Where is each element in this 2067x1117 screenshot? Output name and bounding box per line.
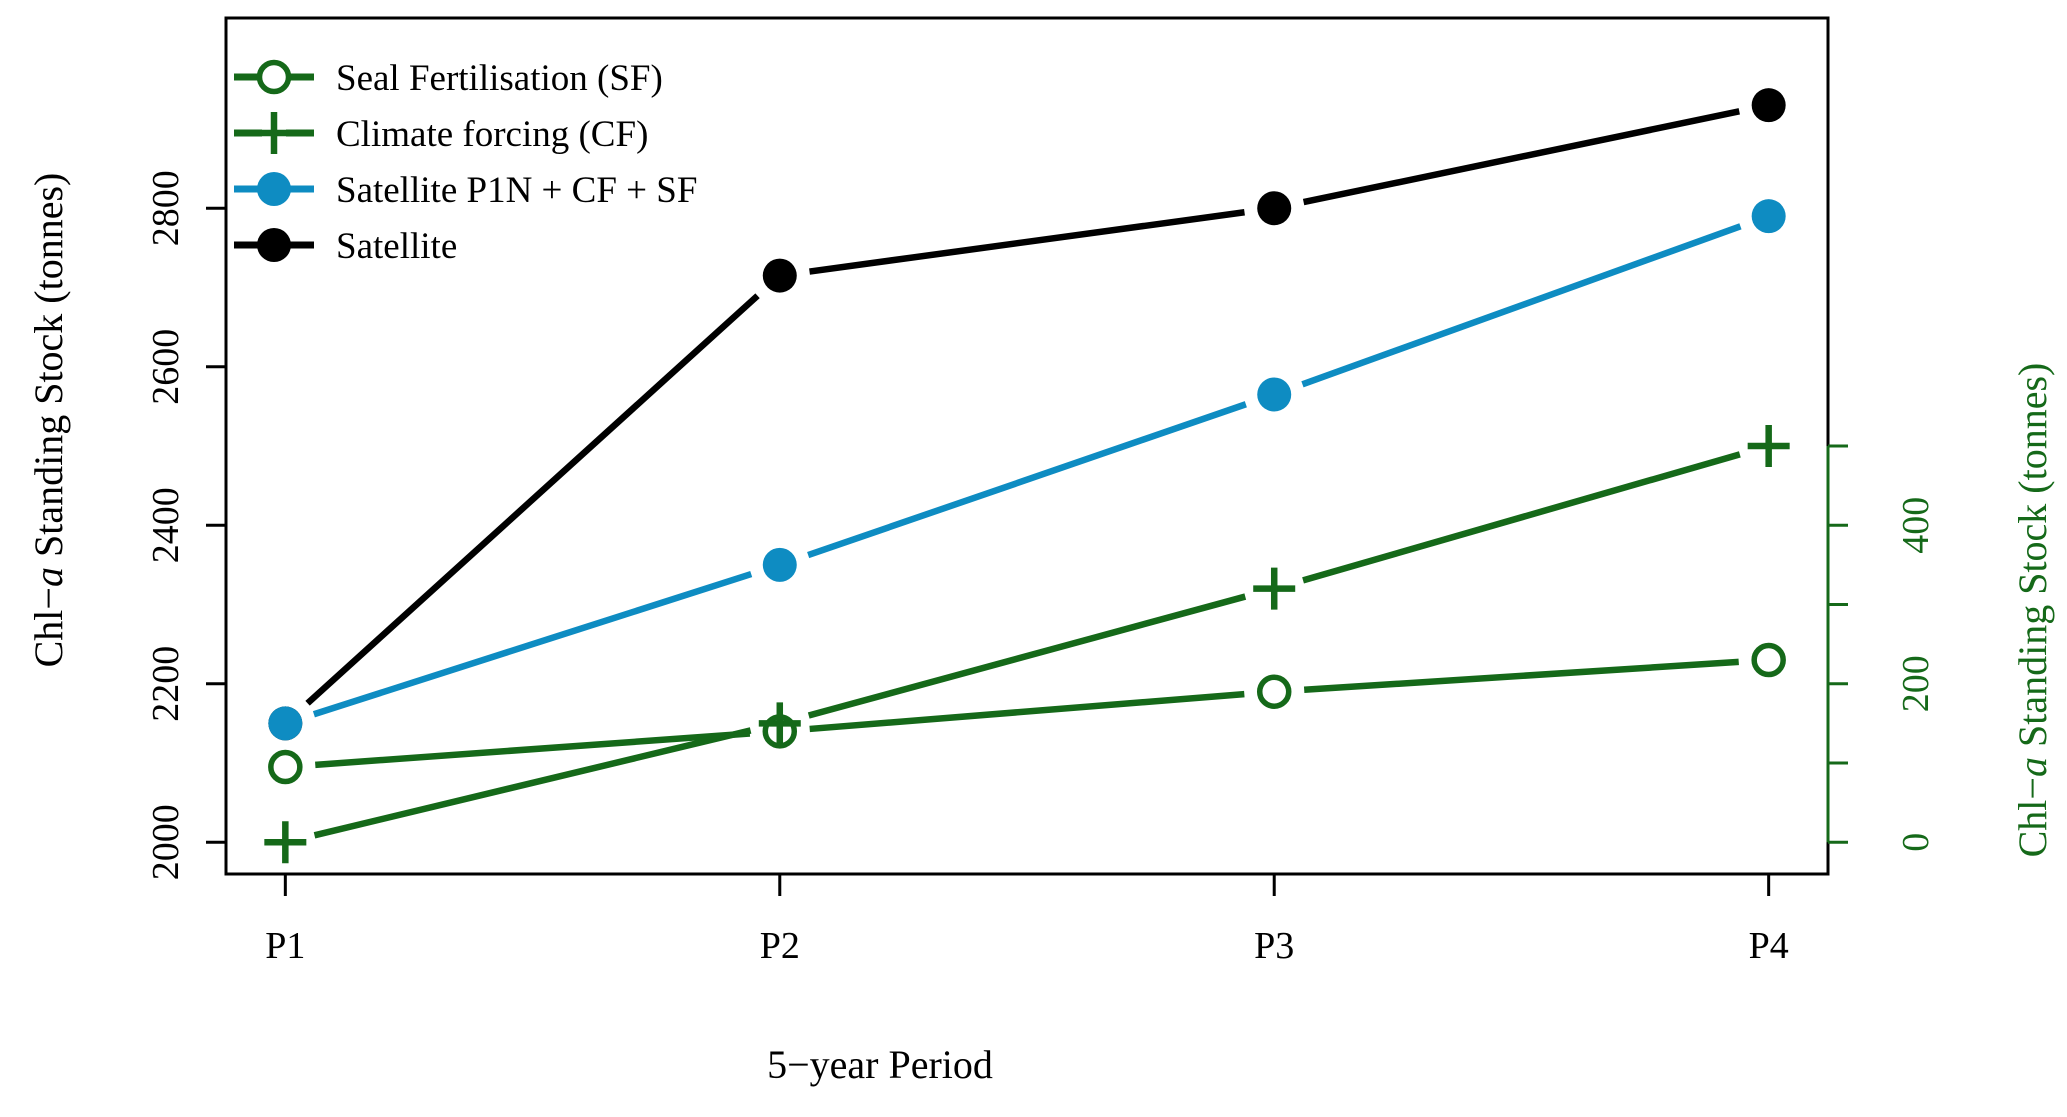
left-tick-label: 2200 bbox=[145, 646, 187, 722]
marker-open-circle bbox=[762, 714, 798, 749]
legend-label: Satellite bbox=[336, 226, 457, 267]
left-tick-label: 2400 bbox=[145, 487, 187, 563]
series-seal-fertilisation-sf bbox=[268, 642, 1786, 785]
marker-open-circle bbox=[268, 749, 303, 785]
series-segment bbox=[1303, 658, 1739, 694]
series-segment bbox=[305, 293, 760, 706]
left-tick-label: 2600 bbox=[145, 329, 187, 405]
left-title-suffix: Standing Stock (tonnes) bbox=[26, 173, 71, 567]
x-tick-label: P1 bbox=[265, 925, 305, 967]
right-axis-title: Chl−a Standing Stock (tonnes) bbox=[2010, 363, 2055, 858]
right-axis: 0 200 400 Chl−a Standing Stock (tonnes) bbox=[1826, 363, 2055, 858]
series-segment bbox=[807, 401, 1247, 559]
series-segment bbox=[809, 690, 1245, 733]
series-segment bbox=[1301, 223, 1742, 388]
legend-label: Climate forcing (CF) bbox=[336, 114, 648, 155]
series-segment bbox=[809, 209, 1245, 275]
right-title-prefix: Chl− bbox=[2010, 777, 2055, 857]
marker-open-circle bbox=[256, 59, 292, 95]
series-satellite-p1n-cf-sf bbox=[268, 199, 1786, 741]
marker-filled-circle bbox=[1751, 199, 1786, 234]
right-title-italic: a bbox=[2010, 757, 2055, 777]
marker-filled-circle bbox=[257, 172, 291, 206]
series-segment bbox=[315, 730, 751, 769]
marker-filled-circle bbox=[762, 258, 797, 293]
right-tick-label: 0 bbox=[1895, 833, 1937, 852]
x-tick-label: P4 bbox=[1749, 925, 1789, 967]
left-axis: 2000 2200 2400 2600 2800 Chl−a Standing Stock… bbox=[26, 170, 226, 880]
x-axis: P1 P2 P3 P4 5−year Period bbox=[265, 874, 1789, 1087]
x-tick-label: P2 bbox=[760, 925, 800, 967]
legend-item-satellite: Satellite bbox=[234, 226, 457, 267]
left-title-italic: a bbox=[26, 567, 71, 587]
series-segment bbox=[1302, 108, 1740, 206]
legend: Seal Fertilisation (SF) Climate forcing (… bbox=[234, 58, 697, 267]
right-tick-label: 200 bbox=[1895, 655, 1937, 712]
right-title-suffix: Standing Stock (tonnes) bbox=[2010, 363, 2055, 757]
left-title-prefix: Chl− bbox=[26, 587, 71, 667]
series-segment bbox=[1302, 451, 1741, 584]
marker-open-circle bbox=[1256, 674, 1292, 709]
marker-filled-circle bbox=[257, 228, 291, 262]
legend-item-satellite-p1n-cf-sf: Satellite P1N + CF + SF bbox=[234, 170, 697, 211]
left-tick-label: 2000 bbox=[145, 804, 187, 880]
marker-filled-circle bbox=[1257, 191, 1292, 226]
left-axis-title: Chl−a Standing Stock (tonnes) bbox=[26, 173, 71, 668]
legend-label: Seal Fertilisation (SF) bbox=[336, 58, 663, 99]
marker-filled-circle bbox=[268, 706, 303, 741]
marker-filled-circle bbox=[1751, 88, 1786, 123]
series-climate-forcing-cf bbox=[264, 425, 1790, 864]
series-segment bbox=[313, 727, 752, 839]
x-axis-title: 5−year Period bbox=[767, 1042, 993, 1087]
legend-item-climate-forcing-cf: Climate forcing (CF) bbox=[234, 112, 648, 155]
right-tick-label: 400 bbox=[1895, 497, 1937, 554]
marker-filled-circle bbox=[1257, 377, 1292, 412]
legend-item-seal-fertilisation-sf: Seal Fertilisation (SF) bbox=[234, 58, 663, 99]
marker-filled-circle bbox=[762, 547, 797, 582]
left-tick-label: 2800 bbox=[145, 170, 187, 246]
legend-label: Satellite P1N + CF + SF bbox=[336, 170, 697, 211]
series-segment bbox=[807, 593, 1247, 719]
x-tick-label: P3 bbox=[1254, 925, 1294, 967]
marker-open-circle bbox=[1751, 642, 1786, 678]
series-segment bbox=[312, 570, 753, 718]
